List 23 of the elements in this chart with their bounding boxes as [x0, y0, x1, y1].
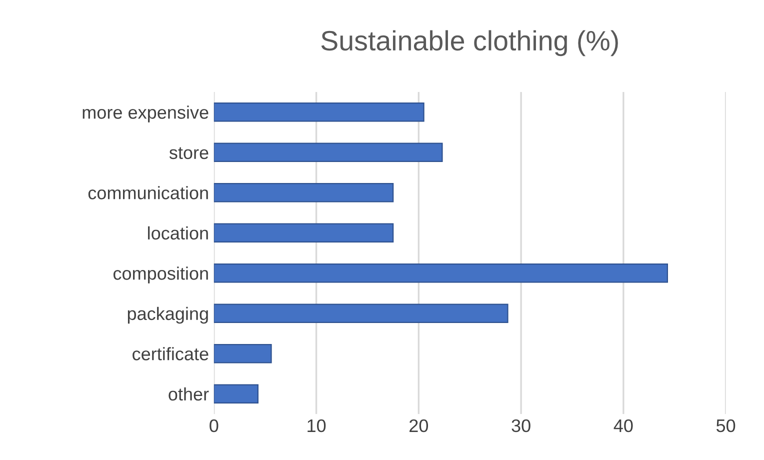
bar	[214, 183, 394, 202]
x-tick-label: 10	[308, 419, 326, 432]
x-tick-label: 40	[614, 419, 633, 432]
x-tick-label: 50	[716, 419, 736, 432]
bar	[214, 344, 272, 364]
bar	[214, 384, 258, 404]
x-tick-label: 20	[410, 419, 428, 432]
bar	[214, 142, 443, 162]
y-tick-label: more expensive	[82, 106, 208, 122]
y-tick-label: certificate	[132, 347, 208, 360]
y-tick-label: location	[148, 226, 208, 240]
bar	[214, 223, 394, 242]
y-tick-label: packaging	[128, 306, 208, 324]
bar	[214, 264, 668, 283]
x-tick-label: 30	[512, 419, 530, 432]
y-tick-label: communication	[88, 186, 208, 200]
bar	[214, 102, 424, 122]
y-tick-label: other	[168, 387, 209, 401]
y-tick-label: composition	[113, 266, 208, 284]
bar	[214, 304, 508, 323]
chart-title: Sustainable clothing (%)	[321, 30, 618, 56]
x-tick-label: 0	[210, 419, 218, 432]
y-tick-label: store	[169, 147, 208, 160]
